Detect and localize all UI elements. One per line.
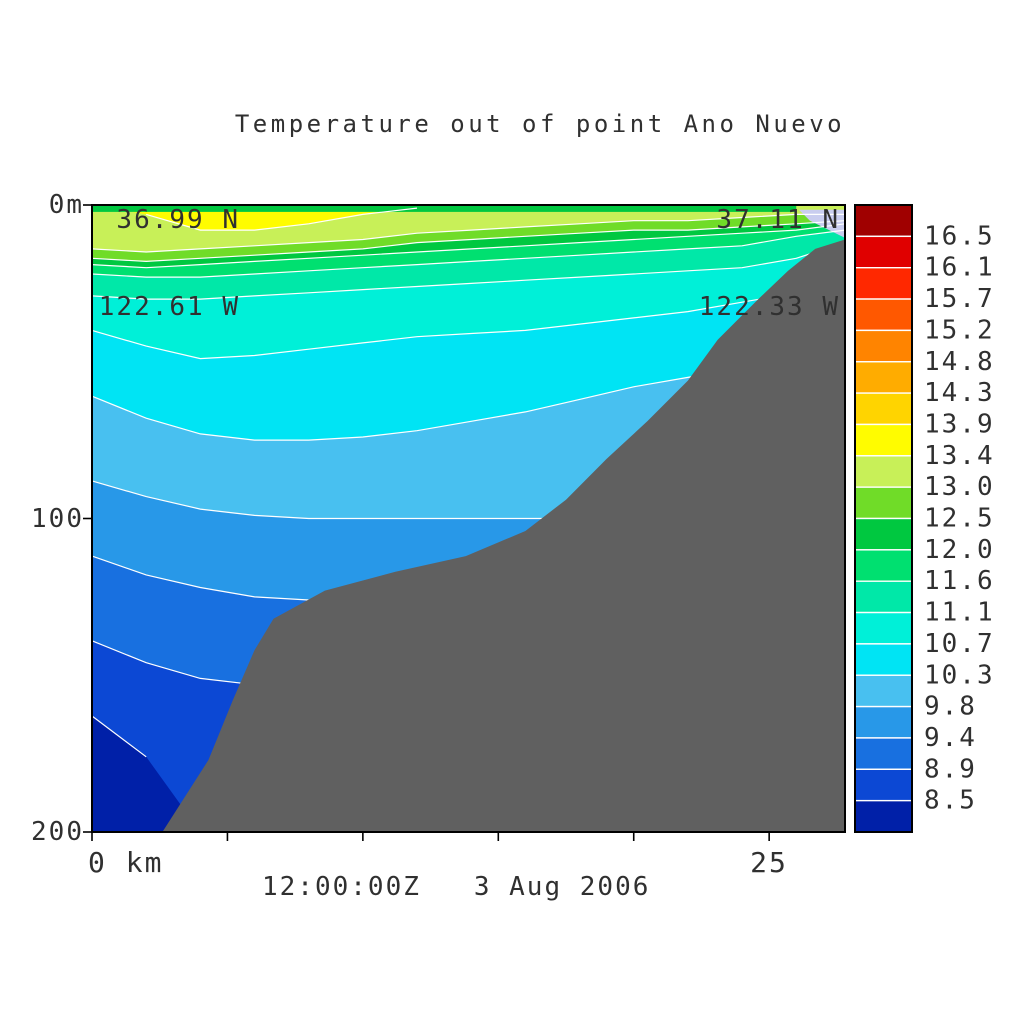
- colorbar-band: [854, 267, 913, 300]
- isotherm-line-11.6: [91, 229, 846, 278]
- end-longitude-label: 122.33 W: [698, 292, 840, 322]
- isotherm-line-13: [91, 213, 845, 253]
- colorbar-label: 12.0: [924, 535, 995, 565]
- colorbar-label: 10.7: [924, 629, 995, 659]
- colorbar-band: [854, 361, 913, 394]
- colorbar-band: [854, 768, 913, 802]
- colorbar-band: [854, 674, 913, 708]
- seafloor-wedge: [162, 239, 845, 832]
- isotherm-line-10.7: [91, 285, 846, 360]
- colorbar-band: [854, 611, 913, 645]
- colorbar-border: [854, 204, 913, 833]
- start-latitude-label: 36.99 N: [116, 205, 240, 235]
- plot-title: Temperature out of point Ano Nuevo: [234, 110, 846, 138]
- colorbar-band: [854, 329, 913, 363]
- seafloor-terrain: [162, 239, 845, 832]
- colorbar-band: [854, 455, 913, 488]
- colorbar-band: [854, 423, 913, 457]
- x-tick-label-25km: 25: [750, 846, 788, 879]
- colorbar-label: 16.5: [924, 221, 995, 251]
- isotherm-line-8.5: [91, 715, 147, 758]
- colorbar-band: [854, 486, 913, 520]
- colorbar-label: 13.9: [924, 409, 995, 439]
- colorbar-band: [854, 643, 913, 676]
- colorbar-label: 13.0: [924, 472, 995, 502]
- colorbar-label: 8.9: [924, 754, 977, 784]
- isotherm-line-12: [91, 223, 846, 269]
- colorbar-band: [854, 204, 913, 238]
- colorbar-label: 14.8: [924, 347, 995, 377]
- y-tick-label-200m: 200: [31, 817, 84, 847]
- isotherm-line-11.1: [91, 242, 846, 300]
- colorbar-band: [854, 705, 913, 739]
- coastal-upwelling-patch: [798, 209, 845, 238]
- colorbar-label: 11.1: [924, 598, 995, 628]
- colorbar-label: 11.6: [924, 566, 995, 596]
- colorbar-band: [854, 799, 913, 833]
- colorbar-label: 9.8: [924, 692, 977, 722]
- colorbar-label: 12.5: [924, 504, 995, 534]
- colorbar-band: [854, 298, 913, 332]
- start-coordinates: 36.99 N 122.61 W: [0, 148, 240, 380]
- colorbar-label: 15.2: [924, 315, 995, 345]
- axes-frame: [83, 204, 846, 841]
- colorbar-label: 16.1: [924, 253, 995, 283]
- timestamp-label: 12:00:00Z 3 Aug 2006: [262, 872, 651, 902]
- end-coordinates: 37.11 N 122.33 W: [600, 148, 840, 380]
- colorbar-band: [854, 549, 913, 582]
- isotherm-line-12.5: [91, 220, 846, 263]
- colorbar-label: 10.3: [924, 660, 995, 690]
- surface-strip: [92, 205, 797, 212]
- y-tick-label-100m: 100: [31, 504, 84, 534]
- start-longitude-label: 122.61 W: [98, 292, 240, 322]
- colorbar: 16.516.115.715.214.814.313.913.413.012.5…: [854, 204, 995, 833]
- y-tick-label-0m: 0m: [48, 190, 84, 220]
- colorbar-label: 15.7: [924, 284, 995, 314]
- colorbar-label: 14.3: [924, 378, 995, 408]
- colorbar-band: [854, 580, 913, 614]
- end-latitude-label: 37.11 N: [716, 205, 840, 235]
- colorbar-band: [854, 737, 913, 771]
- colorbar-band: [854, 235, 913, 269]
- x-tick-label-0km: 0 km: [88, 846, 164, 879]
- colorbar-band: [854, 517, 913, 551]
- colorbar-label: 8.5: [924, 786, 977, 816]
- colorbar-label: 9.4: [924, 723, 977, 753]
- isotherm-line-13.4: [146, 207, 418, 231]
- colorbar-band: [854, 392, 913, 426]
- colorbar-label: 13.4: [924, 441, 995, 471]
